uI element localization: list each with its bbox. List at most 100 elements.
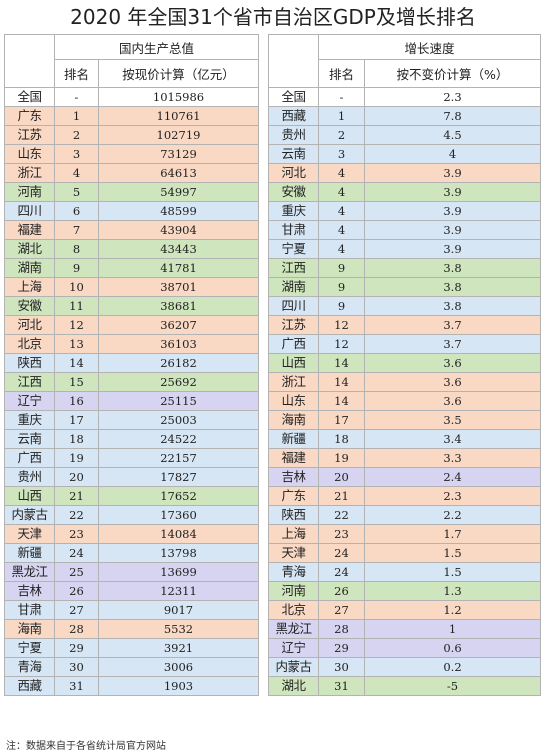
growth-value-cell: 2.4 bbox=[364, 467, 541, 487]
source-note: 注：数据来自于各省统计局官方网站 bbox=[6, 741, 166, 752]
growth-value-cell: 1.3 bbox=[364, 581, 541, 601]
growth-province-cell: 青海 bbox=[268, 562, 319, 582]
gdp-value-cell: 36103 bbox=[98, 334, 259, 354]
growth-value-cell: 3.5 bbox=[364, 410, 541, 430]
growth-rank-cell: 29 bbox=[318, 638, 365, 658]
growth-value-cell: 2.2 bbox=[364, 505, 541, 525]
table-row: 福建 7 43904 甘肃 4 3.9 bbox=[4, 220, 541, 240]
table-separator bbox=[258, 543, 269, 563]
gdp-rank-cell: 2 bbox=[54, 125, 99, 145]
growth-province-cell: 上海 bbox=[268, 524, 319, 544]
table-separator bbox=[258, 372, 269, 392]
table-row: 云南 18 24522 新疆 18 3.4 bbox=[4, 429, 541, 449]
growth-province-cell: 四川 bbox=[268, 296, 319, 316]
table-row: 新疆 24 13798 天津 24 1.5 bbox=[4, 543, 541, 563]
gdp-province-cell: 湖北 bbox=[4, 239, 55, 259]
gdp-value-cell: 25003 bbox=[98, 410, 259, 430]
gdp-province-cell: 广西 bbox=[4, 448, 55, 468]
table-row: 山西 21 17652 广东 21 2.3 bbox=[4, 486, 541, 506]
growth-value-cell: 3.9 bbox=[364, 239, 541, 259]
growth-value-cell: 1 bbox=[364, 619, 541, 639]
table-row: 山东 3 73129 云南 3 4 bbox=[4, 144, 541, 164]
table-row: 青海 30 3006 内蒙古 30 0.2 bbox=[4, 657, 541, 677]
gdp-province-cell: 青海 bbox=[4, 657, 55, 677]
table-separator bbox=[258, 619, 269, 639]
growth-rank-cell: 23 bbox=[318, 524, 365, 544]
table-separator bbox=[258, 220, 269, 240]
gdp-value-cell: 36207 bbox=[98, 315, 259, 335]
growth-rank-cell: 31 bbox=[318, 676, 365, 696]
gdp-value-cell: 54997 bbox=[98, 182, 259, 202]
gdp-value-cell: 22157 bbox=[98, 448, 259, 468]
gdp-province-cell: 广东 bbox=[4, 106, 55, 126]
growth-value-cell: 1.7 bbox=[364, 524, 541, 544]
table-separator bbox=[258, 106, 269, 126]
gdp-value-cell: 38681 bbox=[98, 296, 259, 316]
gdp-province-cell: 内蒙古 bbox=[4, 505, 55, 525]
growth-rank-cell: - bbox=[318, 87, 365, 107]
gdp-province-cell: 上海 bbox=[4, 277, 55, 297]
growth-rank-cell: 19 bbox=[318, 448, 365, 468]
growth-province-cell: 河南 bbox=[268, 581, 319, 601]
table-row: 吉林 26 12311 河南 26 1.3 bbox=[4, 581, 541, 601]
gdp-value-cell: 1903 bbox=[98, 676, 259, 696]
growth-rank-cell: 28 bbox=[318, 619, 365, 639]
gdp-value-cell: 43904 bbox=[98, 220, 259, 240]
gdp-value-cell: 5532 bbox=[98, 619, 259, 639]
gdp-province-cell: 重庆 bbox=[4, 410, 55, 430]
gdp-province-cell: 福建 bbox=[4, 220, 55, 240]
growth-province-cell: 福建 bbox=[268, 448, 319, 468]
growth-rank-cell: 3 bbox=[318, 144, 365, 164]
gdp-rank-cell: 31 bbox=[54, 676, 99, 696]
growth-province-cell: 全国 bbox=[268, 87, 319, 107]
growth-province-cell: 湖北 bbox=[268, 676, 319, 696]
growth-province-cell: 河北 bbox=[268, 163, 319, 183]
table-row: 宁夏 29 3921 辽宁 29 0.6 bbox=[4, 638, 541, 658]
table-row: 浙江 4 64613 河北 4 3.9 bbox=[4, 163, 541, 183]
gdp-province-cell: 陕西 bbox=[4, 353, 55, 373]
gdp-value-cell: 25692 bbox=[98, 372, 259, 392]
gdp-rank-cell: - bbox=[54, 87, 99, 107]
growth-rank-cell: 26 bbox=[318, 581, 365, 601]
gdp-province-cell: 安徽 bbox=[4, 296, 55, 316]
page-title: 2020 年全国31个省市自治区GDP及增长排名 bbox=[70, 5, 476, 29]
gdp-rank-cell: 25 bbox=[54, 562, 99, 582]
growth-rank-cell: 4 bbox=[318, 220, 365, 240]
growth-rank-cell: 14 bbox=[318, 372, 365, 392]
table-separator bbox=[258, 163, 269, 183]
growth-value-cell: 3.8 bbox=[364, 296, 541, 316]
growth-value-cell: 1.5 bbox=[364, 562, 541, 582]
gdp-rank-cell: 13 bbox=[54, 334, 99, 354]
growth-province-cell: 山东 bbox=[268, 391, 319, 411]
gdp-rank-cell: 17 bbox=[54, 410, 99, 430]
gdp-ranking-table: 国内生产总值 增长速度 排名 按现价计算（亿元） 排名 按不变价计算（%） 全国… bbox=[4, 34, 541, 696]
table-separator bbox=[258, 448, 269, 468]
gdp-province-cell: 云南 bbox=[4, 429, 55, 449]
rank-header-right: 排名 bbox=[318, 59, 365, 88]
table-row: 甘肃 27 9017 北京 27 1.2 bbox=[4, 600, 541, 620]
table-separator bbox=[258, 562, 269, 582]
growth-rank-cell: 9 bbox=[318, 277, 365, 297]
growth-province-cell: 浙江 bbox=[268, 372, 319, 392]
growth-rank-cell: 21 bbox=[318, 486, 365, 506]
growth-province-cell: 北京 bbox=[268, 600, 319, 620]
gdp-value-cell: 24522 bbox=[98, 429, 259, 449]
gdp-rank-cell: 29 bbox=[54, 638, 99, 658]
table-separator bbox=[258, 486, 269, 506]
gdp-rank-cell: 20 bbox=[54, 467, 99, 487]
gdp-province-cell: 黑龙江 bbox=[4, 562, 55, 582]
gdp-rank-cell: 23 bbox=[54, 524, 99, 544]
table-row: 广西 19 22157 福建 19 3.3 bbox=[4, 448, 541, 468]
gdp-province-cell: 吉林 bbox=[4, 581, 55, 601]
growth-province-cell: 广西 bbox=[268, 334, 319, 354]
growth-province-cell: 宁夏 bbox=[268, 239, 319, 259]
table-row: 辽宁 16 25115 山东 14 3.6 bbox=[4, 391, 541, 411]
table-separator bbox=[258, 391, 269, 411]
table-separator bbox=[258, 182, 269, 202]
gdp-province-cell: 宁夏 bbox=[4, 638, 55, 658]
gdp-rank-cell: 11 bbox=[54, 296, 99, 316]
table-row: 河南 5 54997 安徽 4 3.9 bbox=[4, 182, 541, 202]
growth-value-cell: 3.9 bbox=[364, 163, 541, 183]
gdp-province-cell: 新疆 bbox=[4, 543, 55, 563]
growth-province-cell: 吉林 bbox=[268, 467, 319, 487]
